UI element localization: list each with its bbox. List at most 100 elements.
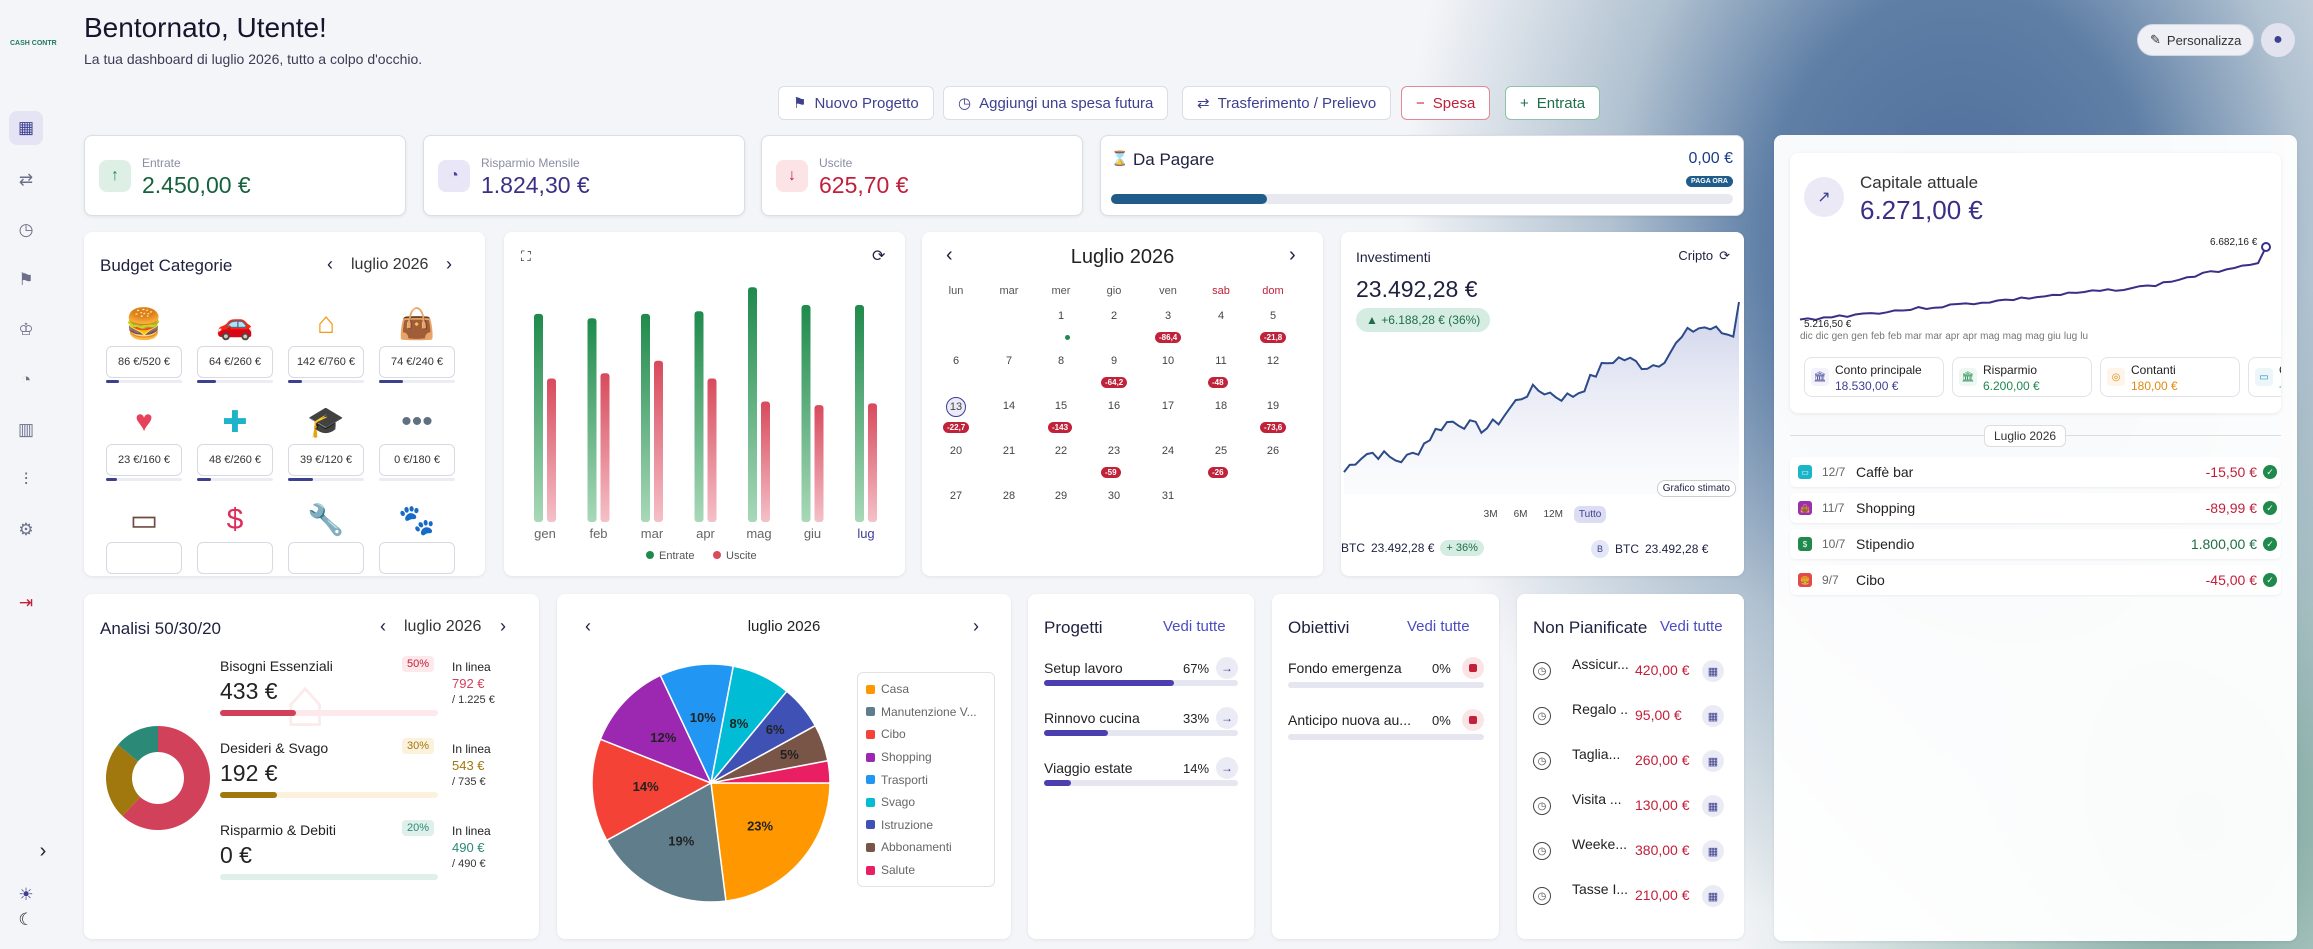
calendar-day[interactable]: 18 [1214,400,1228,412]
legend-item[interactable]: Istruzione [866,814,986,837]
expense-button[interactable]: − Spesa [1401,86,1491,120]
range-tab-12m[interactable]: 12M [1543,509,1563,520]
transaction-row[interactable]: ▭ 12/7 Caffè bar -15,50 € ✓ [1790,457,2281,487]
account-card[interactable]: ▭ Carta spese -2.074,90 € [2248,357,2281,397]
transaction-row[interactable]: $10/7 Stipendio 1.800,00 € ✓ [1790,529,2281,559]
budget-pill[interactable]: 86 €/520 € [106,346,182,378]
filter-crypto[interactable]: Cripto ⟳ [1678,248,1730,263]
logout-icon[interactable]: ⇥ [18,593,34,612]
calendar-day[interactable]: 25 [1214,445,1228,457]
legend-item[interactable]: Abbonamenti [866,836,986,859]
sliders-icon[interactable]: ⫶ [23,470,29,489]
next-month-button[interactable]: › [500,616,506,636]
calendar-day[interactable]: 31 [1161,490,1175,502]
pie-slice[interactable] [599,674,713,785]
prev-month-button[interactable]: ‹ [585,616,591,636]
calendar-day[interactable]: 15 [1054,400,1068,412]
stop-icon[interactable] [1462,657,1484,679]
calendar-event-badge[interactable]: -48 [1208,377,1228,388]
account-card[interactable]: 🏛 Conto principale 18.530,00 € [1804,357,1944,397]
legend-item[interactable]: Cibo [866,723,986,746]
calendar-day[interactable]: 19 [1266,400,1280,412]
calendar-day[interactable]: 4 [1217,310,1225,322]
clock-icon[interactable]: ◷ [18,220,34,239]
calendar-event-badge[interactable]: -59 [1101,467,1121,478]
projects-see-all-link[interactable]: Vedi tutte [1163,618,1226,635]
pie-slice[interactable] [710,759,831,784]
legend-item[interactable]: Manutenzione V... [866,701,986,724]
expand-sidebar-icon[interactable]: › [39,839,47,862]
prev-month-button[interactable]: ‹ [946,244,953,266]
budget-pill[interactable] [379,542,455,574]
calendar-icon[interactable]: ▦ [1702,885,1724,907]
transfer-button[interactable]: ⇄ Trasferimento / Prelievo [1182,86,1392,120]
arrow-right-icon[interactable]: → [1216,757,1238,779]
transfer-icon[interactable]: ⇄ [18,170,34,189]
pay-now-badge[interactable]: PAGA ORA [1686,176,1733,187]
pie-slice[interactable] [659,663,735,786]
pie-slice[interactable] [605,781,727,903]
calendar-day[interactable]: 23 [1107,445,1121,457]
user-avatar[interactable]: ● [2261,23,2295,57]
next-month-button[interactable]: › [446,254,452,274]
calendar-icon[interactable]: ▦ [1702,660,1724,682]
legend-item[interactable]: Svago [866,791,986,814]
calendar-day[interactable]: 13 [946,397,966,417]
prev-month-button[interactable]: ‹ [380,616,386,636]
prev-month-button[interactable]: ‹ [327,254,333,274]
calendar-icon[interactable]: ▦ [1702,840,1724,862]
gear-icon[interactable]: ⚙ [18,520,34,539]
range-tab-6m[interactable]: 6M [1513,509,1528,520]
calendar-day[interactable]: 16 [1107,400,1121,412]
calendar-day[interactable]: 21 [1002,445,1016,457]
calendar-day[interactable]: 10 [1161,355,1175,367]
transaction-row[interactable]: 🍔 9/7 Cibo -45,00 € ✓ [1790,565,2281,595]
pie-slice[interactable] [710,782,831,902]
next-month-button[interactable]: › [1289,244,1296,266]
calendar-day[interactable]: 3 [1164,310,1172,322]
calendar-day[interactable]: 28 [1002,490,1016,502]
piggy-icon[interactable]: ◔ [20,370,32,389]
calendar-event-badge[interactable]: -22,7 [943,422,970,433]
calendar-day[interactable]: 7 [1005,355,1013,367]
refresh-icon[interactable]: ⟳ [872,248,886,265]
budget-pill[interactable]: 64 €/260 € [197,346,273,378]
account-card[interactable]: ◎ Contanti 180,00 € [2100,357,2240,397]
pie-slice[interactable] [591,738,713,842]
arrow-right-icon[interactable]: → [1216,657,1238,679]
income-button[interactable]: + Entrata [1505,86,1601,120]
range-tab-tutto[interactable]: Tutto [1573,506,1607,523]
chart-icon[interactable]: ▥ [17,420,35,439]
range-tab-3m[interactable]: 3M [1483,509,1498,520]
budget-pill[interactable] [288,542,364,574]
calendar-event-badge[interactable]: -143 [1048,422,1073,433]
calendar-event-badge[interactable]: -86,4 [1155,332,1182,343]
fullscreen-icon[interactable]: ⛶ [521,248,531,264]
calendar-event-badge[interactable]: -26 [1208,467,1228,478]
calendar-day[interactable]: 22 [1054,445,1068,457]
new-project-button[interactable]: ⚑ Nuovo Progetto [778,86,934,120]
calendar-day[interactable]: 1 [1057,310,1065,322]
future-expense-button[interactable]: ◷ Aggiungi una spesa futura [943,86,1169,120]
unplanned-see-all-link[interactable]: Vedi tutte [1660,618,1723,635]
legend-item[interactable]: Trasporti [866,768,986,791]
calendar-event-badge[interactable]: -21,8 [1260,332,1287,343]
calendar-day[interactable]: 20 [949,445,963,457]
trophy-icon[interactable]: ♔ [18,320,34,339]
calendar-event-badge[interactable]: -64,2 [1101,377,1128,388]
calendar-day[interactable]: 14 [1002,400,1016,412]
budget-pill[interactable]: 39 €/120 € [288,444,364,476]
calendar-day[interactable]: 12 [1266,355,1280,367]
calendar-day[interactable]: 9 [1110,355,1118,367]
calendar-icon[interactable]: ▦ [1702,750,1724,772]
calendar-icon[interactable]: ▦ [1702,705,1724,727]
budget-pill[interactable]: 142 €/760 € [288,346,364,378]
legend-item[interactable]: Shopping [866,746,986,769]
stop-icon[interactable] [1462,709,1484,731]
calendar-day[interactable]: 5 [1269,310,1277,322]
calendar-day[interactable]: 26 [1266,445,1280,457]
legend-item[interactable]: Casa [866,678,986,701]
transaction-row[interactable]: 👜 11/7 Shopping -89,99 € ✓ [1790,493,2281,523]
flag-icon[interactable]: ⚑ [18,270,34,289]
calendar-day[interactable]: 17 [1161,400,1175,412]
